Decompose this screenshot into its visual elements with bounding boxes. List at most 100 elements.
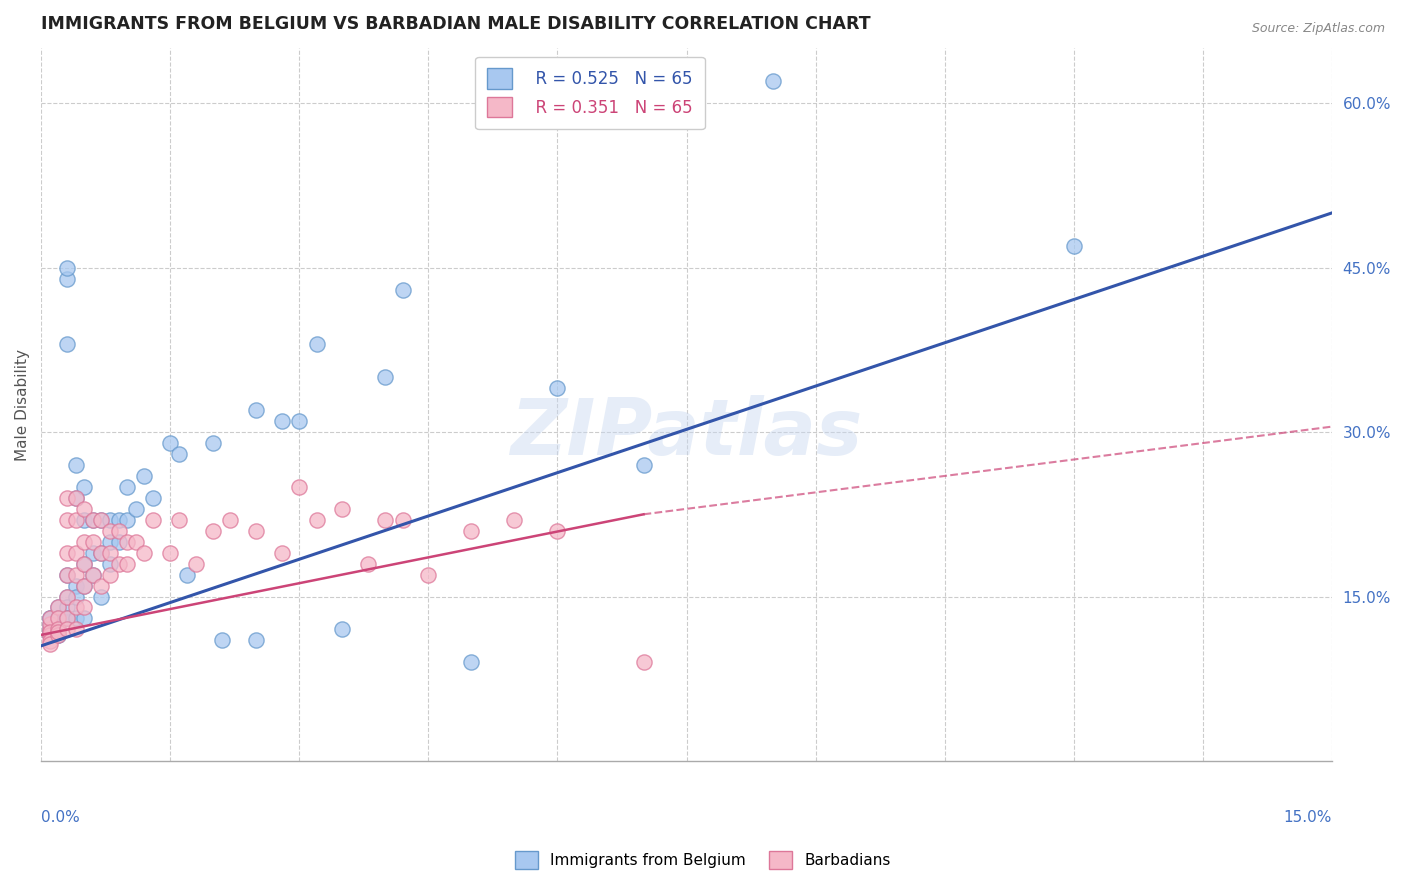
Point (90, 546, 112, 560)
Point (330, 501, 353, 516)
Text: ZIPatlas: ZIPatlas (510, 395, 863, 471)
Point (56, 567, 79, 582)
Point (46, 623, 69, 637)
Point (73, 578, 96, 592)
Point (65, 513, 87, 527)
Point (38, 623, 60, 637)
Point (46, 611, 69, 625)
Point (245, 524, 267, 538)
Point (73, 480, 96, 494)
Point (176, 567, 198, 582)
Point (65, 590, 87, 604)
Point (547, 381, 569, 395)
Point (56, 546, 79, 560)
Point (357, 557, 380, 571)
Point (65, 600, 87, 615)
Point (547, 524, 569, 538)
Point (56, 611, 79, 625)
Point (65, 491, 87, 505)
Legend: Immigrants from Belgium, Barbadians: Immigrants from Belgium, Barbadians (509, 845, 897, 875)
Point (245, 633, 267, 648)
Point (56, 271, 79, 285)
Point (38, 628, 60, 642)
Point (46, 600, 69, 615)
Point (305, 513, 328, 527)
Point (38, 634, 60, 648)
Point (56, 491, 79, 505)
Point (82, 567, 104, 582)
Point (73, 501, 96, 516)
Point (107, 534, 129, 549)
Point (73, 557, 96, 571)
Point (65, 567, 87, 582)
Point (125, 501, 148, 516)
Point (115, 480, 138, 494)
Point (38, 628, 60, 642)
Point (107, 557, 129, 571)
Point (73, 611, 96, 625)
Point (418, 567, 440, 582)
Point (38, 611, 60, 625)
Point (38, 611, 60, 625)
Point (82, 513, 104, 527)
Point (82, 534, 104, 549)
Point (115, 534, 138, 549)
Point (305, 337, 328, 351)
Point (38, 611, 60, 625)
Point (65, 546, 87, 560)
Point (46, 628, 69, 642)
Point (288, 480, 311, 494)
Point (391, 283, 413, 297)
Point (90, 513, 112, 527)
Point (73, 513, 96, 527)
Point (82, 546, 104, 560)
Point (159, 546, 181, 560)
Point (159, 436, 181, 450)
Point (503, 513, 526, 527)
Point (56, 337, 79, 351)
Point (460, 524, 482, 538)
Point (115, 557, 138, 571)
Point (167, 447, 190, 461)
Point (82, 567, 104, 582)
Point (82, 513, 104, 527)
Point (38, 628, 60, 642)
Point (762, 74, 785, 88)
Point (46, 611, 69, 625)
Point (125, 534, 148, 549)
Point (142, 491, 165, 505)
Point (134, 546, 156, 560)
Point (98, 557, 121, 571)
Point (98, 546, 121, 560)
Point (184, 557, 207, 571)
Point (374, 370, 396, 384)
Point (219, 513, 242, 527)
Point (142, 513, 165, 527)
Y-axis label: Male Disability: Male Disability (15, 349, 30, 460)
Point (115, 513, 138, 527)
Point (73, 600, 96, 615)
Point (46, 611, 69, 625)
Point (56, 611, 79, 625)
Point (271, 414, 294, 428)
Point (1063, 239, 1085, 253)
Point (211, 633, 233, 648)
Point (98, 524, 121, 538)
Point (56, 611, 79, 625)
Point (90, 578, 112, 592)
Point (73, 557, 96, 571)
Point (245, 403, 267, 417)
Point (65, 578, 87, 592)
Point (202, 436, 225, 450)
Point (56, 567, 79, 582)
Point (73, 578, 96, 592)
Point (73, 534, 96, 549)
Point (38, 624, 60, 639)
Point (38, 623, 60, 637)
Point (46, 628, 69, 642)
Point (46, 628, 69, 642)
Point (56, 600, 79, 615)
Point (46, 624, 69, 639)
Point (38, 616, 60, 631)
Point (633, 655, 655, 669)
